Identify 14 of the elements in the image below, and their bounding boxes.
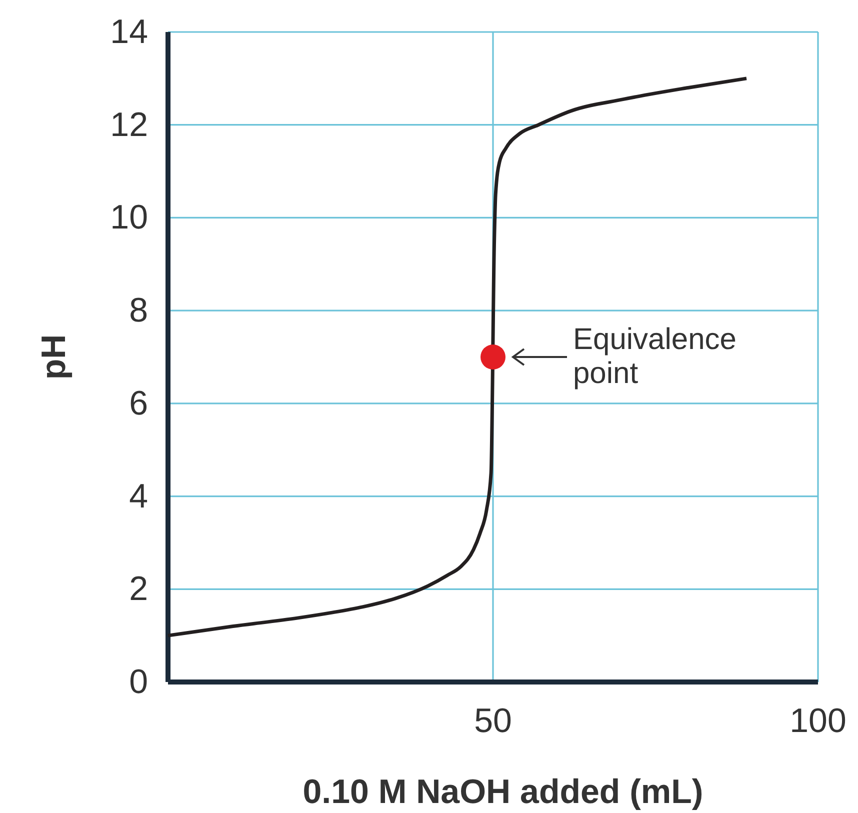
x-axis-title: 0.10 M NaOH added (mL) <box>302 773 704 811</box>
y-tick-label: 12 <box>110 106 148 144</box>
y-tick-label: 10 <box>110 198 148 237</box>
y-tick-label: 0 <box>129 663 148 701</box>
y-tick-label: 6 <box>129 384 148 422</box>
annotation: Equivalence point <box>573 323 736 390</box>
x-tick-label: 50 <box>474 702 512 740</box>
line-series <box>166 76 748 638</box>
y-tick-label: 2 <box>129 570 148 608</box>
y-tick-label: 4 <box>129 477 148 516</box>
y-tick-label: 14 <box>110 13 148 51</box>
x-tick-label: 100 <box>790 702 846 740</box>
y-axis-title: pH <box>35 334 73 380</box>
y-tick-label: 8 <box>129 292 148 330</box>
